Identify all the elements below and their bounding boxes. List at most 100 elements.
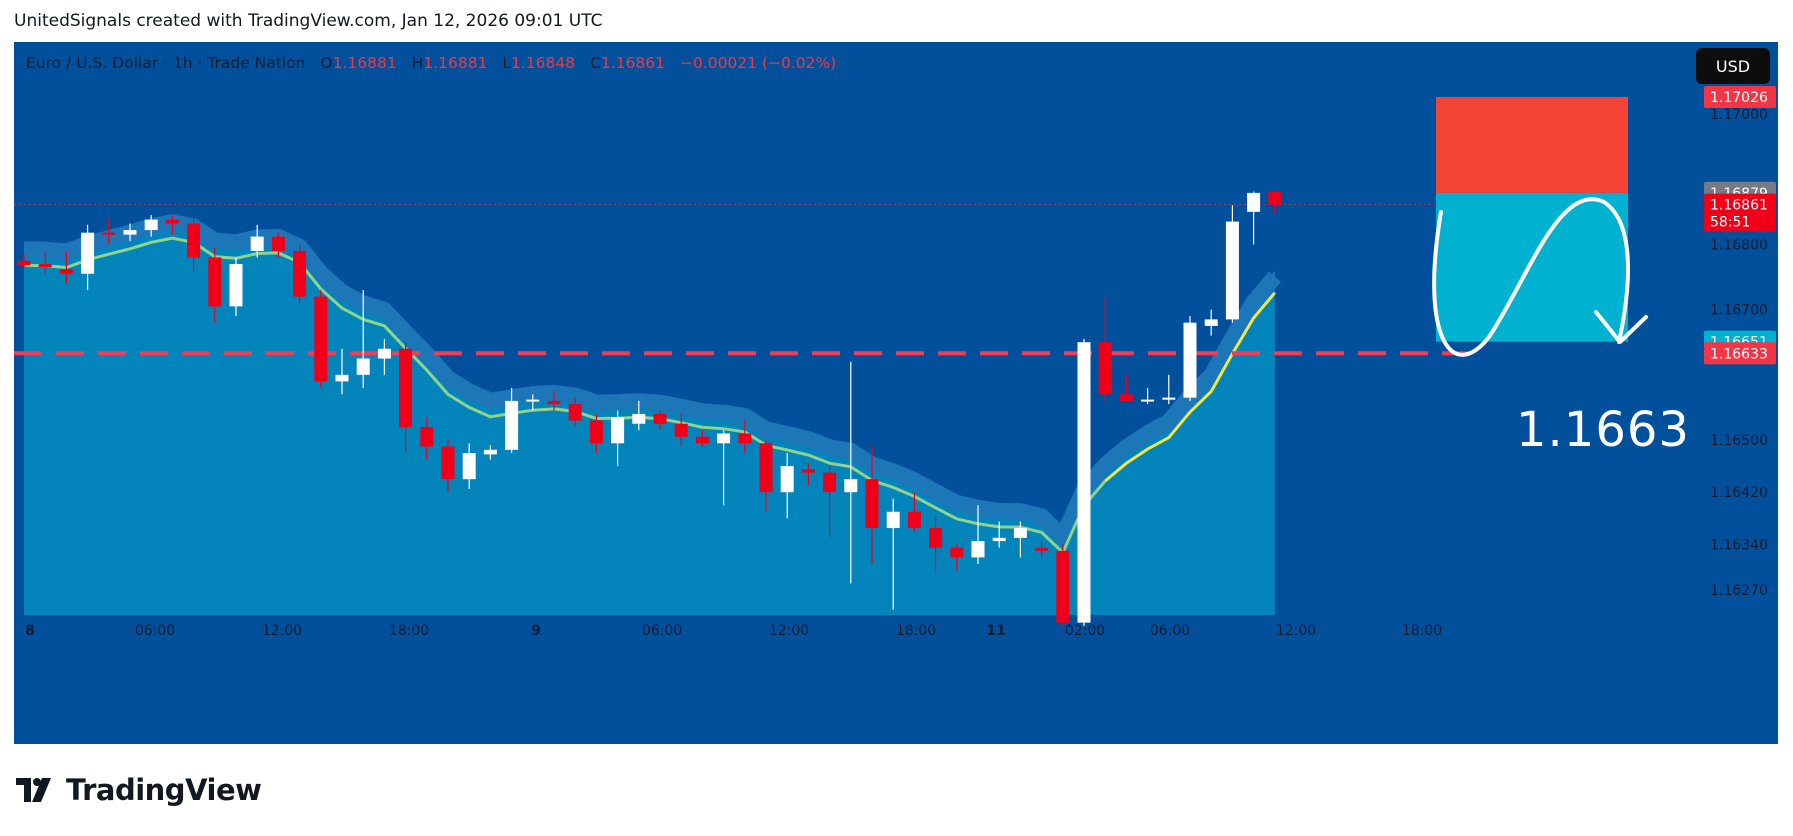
y-tick-label: 1.16500 [1710, 433, 1768, 449]
candle-body[interactable] [1119, 394, 1133, 401]
candle-body[interactable] [780, 466, 794, 493]
x-tick-label: 02:00 [1065, 623, 1105, 639]
tradingview-logo: TradingView [16, 773, 262, 807]
indicator-ribbon [23, 214, 1281, 545]
candle-body[interactable] [17, 260, 31, 266]
x-tick-label: 8 [25, 623, 35, 639]
low-value: 1.16848 [511, 54, 576, 72]
candle-body[interactable] [81, 232, 95, 274]
candle-body[interactable] [123, 230, 137, 235]
candle-body[interactable] [165, 219, 179, 224]
candle-body[interactable] [377, 348, 391, 359]
candle-body[interactable] [759, 443, 773, 493]
high-value: 1.16881 [423, 54, 488, 72]
currency-button[interactable]: USD [1696, 48, 1770, 84]
candle-body[interactable] [568, 404, 582, 421]
candle-body[interactable] [886, 511, 900, 529]
candle-body[interactable] [1077, 342, 1091, 623]
candle-body[interactable] [547, 400, 561, 405]
candle-body[interactable] [356, 358, 370, 375]
candle-body[interactable] [929, 528, 943, 548]
candle-body[interactable] [59, 269, 73, 274]
candle-body[interactable] [1013, 528, 1027, 538]
x-tick-label: 06:00 [135, 623, 175, 639]
change-value: −0.00021 (−0.02%) [679, 54, 837, 72]
candle-body[interactable] [399, 348, 413, 427]
candle-body[interactable] [611, 417, 625, 444]
candle-body[interactable] [801, 469, 815, 473]
x-tick-label: 18:00 [1402, 623, 1442, 639]
candle-body[interactable] [950, 547, 964, 558]
x-tick-label: 12:00 [262, 623, 302, 639]
candle-body[interactable] [674, 423, 688, 437]
candle-body[interactable] [229, 263, 243, 307]
candle-body[interactable] [844, 479, 858, 493]
take-profit-zone[interactable] [1436, 192, 1628, 342]
candle-body[interactable] [971, 541, 985, 558]
y-tick-label: 1.17000 [1710, 107, 1768, 123]
chart-panel[interactable]: 1.17000 1.16800 1.16700 1.16500 1.16420 1.163… [14, 42, 1778, 744]
candle-body[interactable] [632, 413, 646, 424]
indicator-area [24, 216, 1275, 615]
ema-line-recent [1104, 291, 1276, 483]
ohlc-legend: Euro / U.S. Dollar · 1h · Trade Nation O… [26, 54, 836, 72]
y-tick-label: 1.16700 [1710, 303, 1768, 319]
candle-body[interactable] [1056, 550, 1070, 623]
candle-body[interactable] [483, 449, 497, 455]
candle-body[interactable] [250, 236, 264, 251]
candle-body[interactable] [717, 433, 731, 444]
open-label: O [320, 54, 333, 72]
candle-body[interactable] [293, 250, 307, 297]
x-tick-label: 11 [986, 623, 1005, 639]
candle-body[interactable] [505, 400, 519, 450]
candle-body[interactable] [1035, 547, 1049, 551]
price-label-box [1704, 342, 1776, 365]
candle-body[interactable] [865, 479, 879, 529]
candle-body[interactable] [695, 436, 709, 444]
symbol-label[interactable]: Euro / U.S. Dollar · 1h · Trade Nation [26, 54, 306, 72]
candle-body[interactable] [526, 399, 540, 402]
hand-drawn-arrow-head [1594, 310, 1648, 344]
candle-body[interactable] [1225, 221, 1239, 320]
low-label: L [502, 54, 512, 72]
candle-body[interactable] [462, 453, 476, 480]
tradingview-logo-text: TradingView [66, 773, 262, 807]
candle-body[interactable] [823, 472, 837, 493]
y-tick-label: 1.16420 [1710, 485, 1768, 501]
x-tick-label: 06:00 [1150, 623, 1190, 639]
price-label: 1.16861 [1710, 198, 1768, 214]
candle-body[interactable] [738, 433, 752, 444]
high-label: H [411, 54, 424, 72]
price-label: 1.16633 [1710, 346, 1768, 362]
candle-body[interactable] [420, 426, 434, 447]
candle-body[interactable] [38, 263, 52, 268]
candle-body[interactable] [907, 511, 921, 529]
price-label-box [1704, 86, 1776, 109]
chart-svg[interactable]: 1.17000 1.16800 1.16700 1.16500 1.16420 1.163… [14, 42, 1778, 744]
candle-body[interactable] [335, 374, 349, 382]
hand-drawn-arrow [1432, 197, 1630, 357]
candle-body[interactable] [1204, 319, 1218, 326]
y-tick-label: 1.16800 [1710, 237, 1768, 253]
candle-body[interactable] [1098, 342, 1112, 395]
candle-body[interactable] [441, 446, 455, 480]
candle-body[interactable] [653, 413, 667, 424]
candle-body[interactable] [1247, 192, 1261, 212]
y-tick-label: 1.16270 [1710, 583, 1768, 599]
candle-body[interactable] [271, 236, 285, 251]
candle-body[interactable] [1268, 191, 1282, 205]
candle-body[interactable] [102, 232, 116, 235]
candle-body[interactable] [1183, 322, 1197, 398]
candle-body[interactable] [589, 420, 603, 444]
target-price-annotation: 1.1663 [1516, 402, 1690, 458]
x-tick-label: 18:00 [389, 623, 429, 639]
candle-body[interactable] [1162, 397, 1176, 400]
stop-loss-zone[interactable] [1436, 97, 1628, 193]
candle-body[interactable] [314, 296, 328, 382]
price-label: 1.17026 [1710, 90, 1768, 106]
candle-body[interactable] [144, 219, 158, 231]
candle-body[interactable] [187, 223, 201, 258]
candle-body[interactable] [992, 537, 1006, 542]
candle-body[interactable] [208, 257, 222, 307]
candle-body[interactable] [1141, 399, 1155, 402]
